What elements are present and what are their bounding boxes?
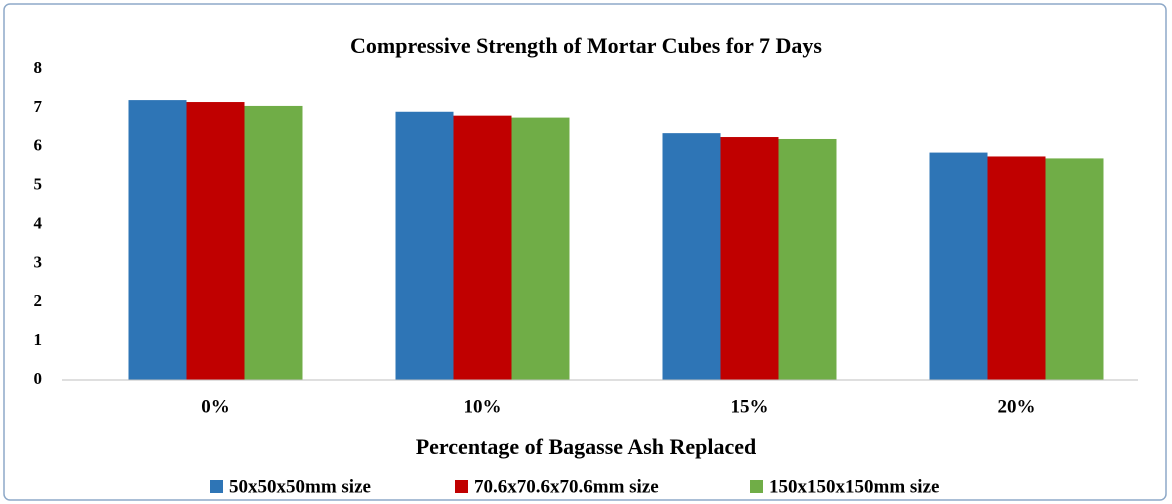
bar: [662, 133, 721, 380]
legend-label: 70.6x70.6x70.6mm size: [474, 476, 659, 497]
y-tick-label: 0: [34, 369, 43, 388]
bar: [720, 137, 779, 380]
bar: [186, 102, 245, 380]
y-tick-label: 5: [34, 175, 43, 194]
y-tick-label: 7: [34, 97, 43, 116]
bar: [929, 152, 988, 380]
bar: [1045, 158, 1104, 380]
y-tick-label: 6: [34, 136, 43, 155]
legend-swatch: [210, 480, 223, 493]
bar: [395, 111, 454, 380]
y-tick-label: 3: [34, 252, 43, 271]
bar: [244, 105, 303, 381]
y-tick-label: 1: [34, 330, 43, 349]
legend-swatch: [750, 480, 763, 493]
bar: [453, 115, 512, 381]
y-tick-label: 4: [34, 213, 43, 232]
chart-title: Compressive Strength of Mortar Cubes for…: [350, 33, 822, 58]
y-tick-label: 8: [34, 58, 43, 77]
x-tick-label: 0%: [201, 396, 230, 417]
legend-swatch: [455, 480, 468, 493]
bar: [987, 156, 1046, 380]
bar: [128, 100, 187, 380]
y-tick-label: 2: [34, 291, 43, 310]
x-tick-label: 10%: [464, 396, 502, 417]
legend-label: 150x150x150mm size: [769, 476, 939, 497]
legend-label: 50x50x50mm size: [229, 476, 371, 497]
bar: [778, 138, 837, 380]
x-tick-label: 15%: [731, 396, 769, 417]
x-axis-title: Percentage of Bagasse Ash Replaced: [416, 434, 757, 459]
x-tick-label: 20%: [998, 396, 1036, 417]
bar: [511, 117, 570, 380]
